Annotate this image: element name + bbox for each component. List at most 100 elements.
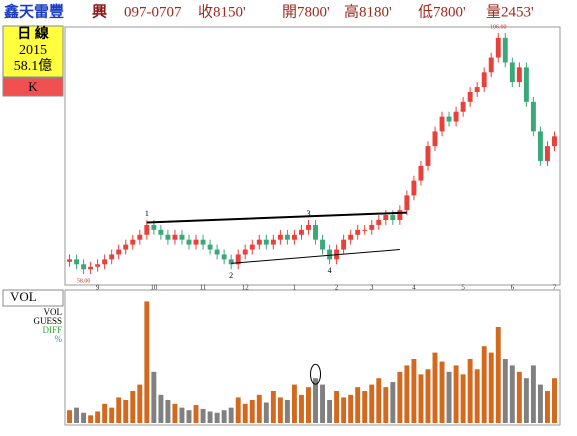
candle-body xyxy=(467,92,473,102)
quote-volume: 量2453' xyxy=(486,4,534,20)
volume-bar xyxy=(270,391,276,423)
quote-open: 開7800' xyxy=(282,4,330,20)
volume-bar xyxy=(291,384,297,423)
candle-body xyxy=(552,136,557,147)
volume-bar xyxy=(242,403,248,423)
x-tick-label: 4 xyxy=(412,284,416,292)
volume-bar xyxy=(552,378,557,423)
volume-bar xyxy=(228,407,234,423)
candle-body xyxy=(221,254,227,260)
volume-bar xyxy=(481,346,487,423)
volume-bar xyxy=(530,365,536,423)
volume-bar xyxy=(81,412,87,423)
volume-bar xyxy=(221,410,227,423)
candle-body xyxy=(298,229,304,235)
candle-body xyxy=(544,146,550,161)
candle-body xyxy=(284,234,290,240)
volume-bar xyxy=(186,410,192,423)
candle-body xyxy=(404,195,410,211)
candle-body xyxy=(355,229,361,235)
price-label: 58.00 xyxy=(77,279,91,285)
candle-body xyxy=(320,239,326,250)
point-label: 4 xyxy=(328,266,332,275)
volume-bar xyxy=(144,301,150,423)
candle-body xyxy=(453,111,459,122)
volume-bar xyxy=(418,374,424,423)
candle-body xyxy=(460,101,466,112)
candle-body xyxy=(313,224,318,240)
info-box xyxy=(2,25,64,78)
volume-bar xyxy=(390,382,396,423)
volume-bar xyxy=(509,365,515,423)
candle-body xyxy=(397,210,403,220)
volume-bar xyxy=(95,411,101,423)
volume-bar xyxy=(67,410,72,423)
candle-body xyxy=(81,264,87,270)
candle-body xyxy=(172,234,178,240)
price-frame xyxy=(64,26,561,286)
candle-body xyxy=(228,259,234,265)
volume-bar xyxy=(277,397,283,423)
volume-bar xyxy=(306,387,311,423)
volume-bar xyxy=(348,394,354,423)
volume-bar xyxy=(158,394,164,423)
volume-bar xyxy=(88,415,94,423)
point-label: 3 xyxy=(306,209,310,218)
volume-bar xyxy=(327,399,333,423)
volume-bar xyxy=(474,369,480,423)
mode-box[interactable] xyxy=(2,77,64,97)
volume-bar xyxy=(537,384,543,423)
period: 日 線 xyxy=(17,25,49,42)
volume-bar xyxy=(123,399,129,423)
volume-bar xyxy=(376,378,382,423)
candle-body xyxy=(130,239,136,245)
volume-bar xyxy=(151,371,157,423)
volume-bar xyxy=(165,399,171,423)
candle-body xyxy=(242,249,248,255)
point-label: 2 xyxy=(229,271,233,280)
volume-bar xyxy=(334,391,340,423)
volume-bar xyxy=(411,359,417,423)
candle-body xyxy=(537,131,543,161)
candle-body xyxy=(158,229,164,235)
volume-bar xyxy=(116,397,122,423)
candle-body xyxy=(165,234,171,240)
volume-bar xyxy=(362,391,368,423)
candle-body xyxy=(102,259,108,265)
candle-body xyxy=(481,72,487,88)
candle-body xyxy=(249,244,255,250)
volume-bar xyxy=(313,378,318,423)
quote-high: 高8180' xyxy=(344,3,392,20)
capital: 58.1億 xyxy=(14,58,53,74)
candle-body xyxy=(523,67,529,102)
volume-bar xyxy=(320,384,326,423)
volume-bar xyxy=(137,384,143,423)
candle-body xyxy=(235,254,241,265)
candle-body xyxy=(74,259,80,265)
volume-legend: DIFF xyxy=(42,325,62,335)
candle-body xyxy=(306,224,311,230)
point-label: 1 xyxy=(145,209,149,218)
candle-body xyxy=(207,244,213,250)
mode[interactable]: K xyxy=(28,79,38,94)
candle-body xyxy=(270,239,276,245)
volume-legend: GUESS xyxy=(33,316,62,326)
volume-bar xyxy=(397,371,403,423)
candle-body xyxy=(432,131,438,147)
volume-bar xyxy=(235,397,241,423)
candle-body xyxy=(327,249,333,260)
candle-body xyxy=(376,220,382,225)
candle-body xyxy=(186,239,192,245)
volume-bar xyxy=(172,403,178,423)
x-tick-label: 12 xyxy=(242,284,250,292)
volume-bar xyxy=(284,399,290,423)
candle-body xyxy=(277,234,283,240)
candle-body xyxy=(137,234,143,240)
candle-body xyxy=(446,116,452,122)
volume-bar xyxy=(488,352,494,423)
volume-bar xyxy=(544,391,550,423)
candle-body xyxy=(369,224,375,230)
volume-bar xyxy=(193,405,199,423)
volume-bar xyxy=(523,378,529,423)
volume-legend: VOL xyxy=(44,307,63,317)
